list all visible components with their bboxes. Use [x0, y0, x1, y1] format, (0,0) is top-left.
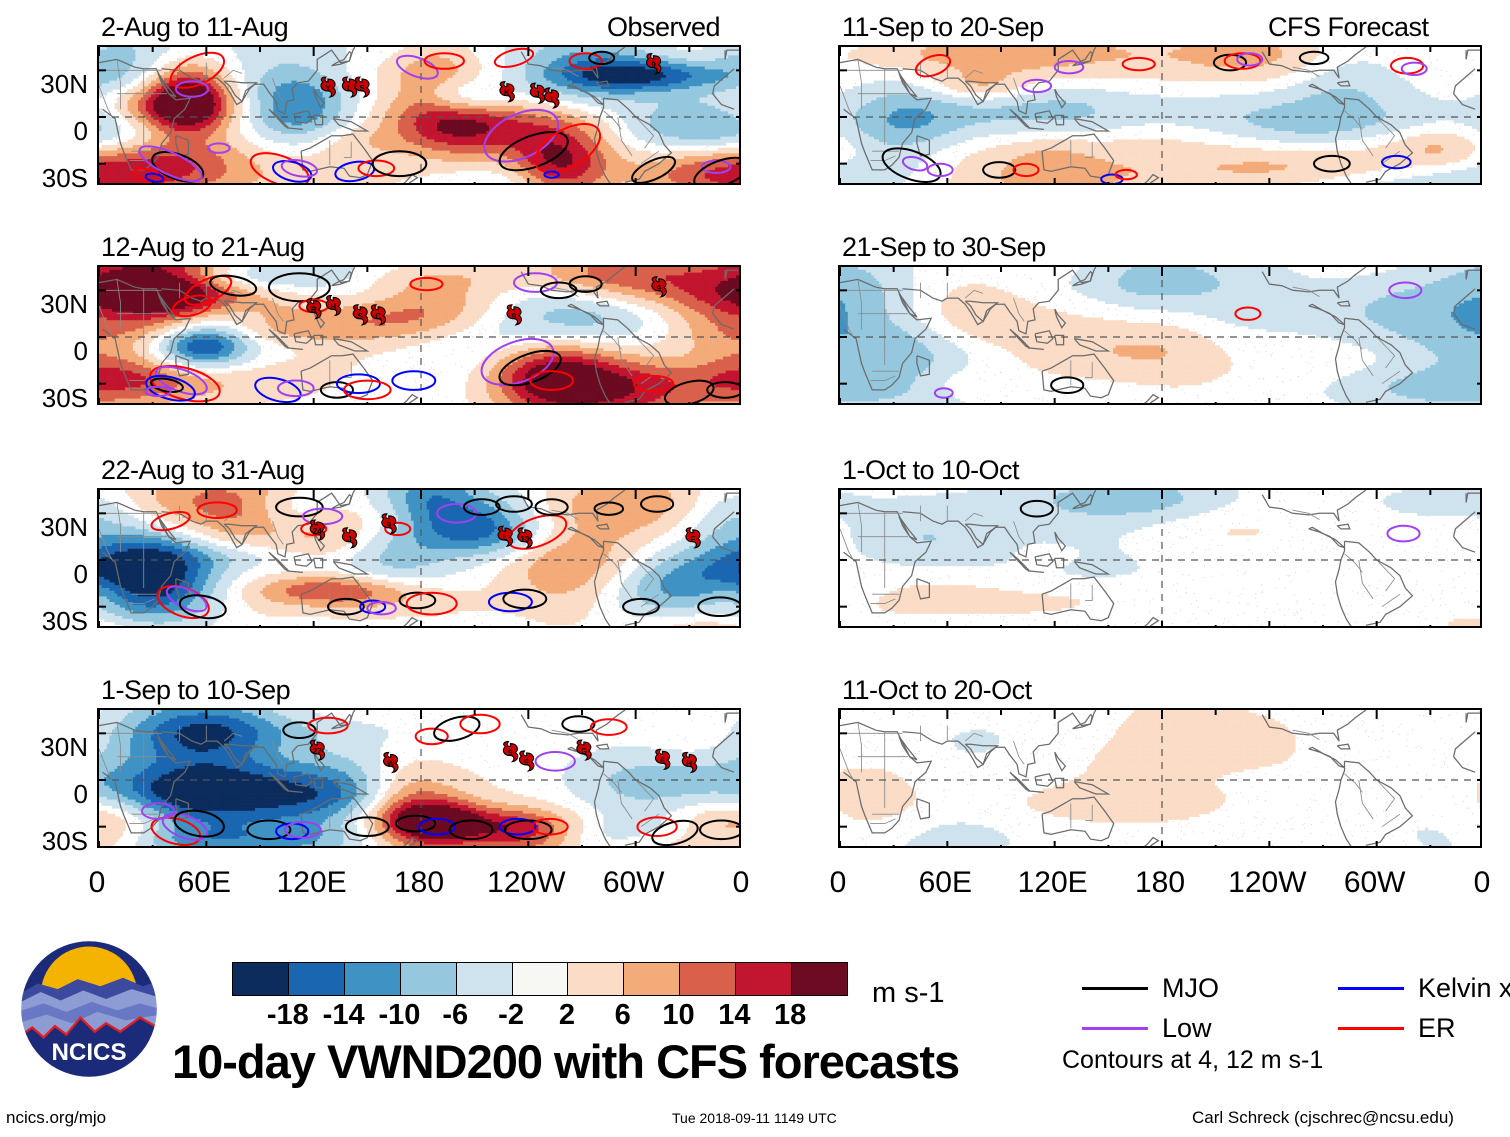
colorbar-tick: -10: [369, 999, 429, 1032]
colorbar-tick: 14: [704, 999, 764, 1032]
colorbar-swatch-9: [736, 963, 792, 995]
legend-line-low: [1082, 1027, 1148, 1030]
colorbar-swatch-10: [792, 963, 847, 995]
footer-left[interactable]: ncics.org/mjo: [6, 1108, 106, 1128]
x-tick-label: 180: [1100, 866, 1220, 900]
column-header-forecast: CFS Forecast: [1268, 12, 1429, 43]
y-tick-label: 0: [0, 559, 88, 590]
x-tick-label: 120W: [466, 866, 586, 900]
contour-note: Contours at 4, 12 m s-1: [1062, 1046, 1323, 1075]
x-tick-label: 180: [359, 866, 479, 900]
y-tick-label: 30N: [0, 289, 88, 320]
y-tick-label: 0: [0, 779, 88, 810]
colorbar-swatch-5: [513, 963, 569, 995]
x-tick-label: 0: [778, 866, 898, 900]
column-header-observed: Observed: [607, 12, 720, 43]
panel-title-fcst-1: 11-Sep to 20-Sep: [842, 12, 1044, 43]
panel-title-fcst-3: 1-Oct to 10-Oct: [842, 455, 1019, 486]
colorbar: [232, 962, 848, 996]
y-tick-label: 30S: [0, 826, 88, 857]
colorbar-tick: -6: [425, 999, 485, 1032]
panel-title-obs-4: 1-Sep to 10-Sep: [101, 675, 290, 706]
map-panel-obs-4[interactable]: 27 W 9 9 G 6 H: [97, 708, 741, 848]
y-tick-label: 30N: [0, 69, 88, 100]
legend-line-mjo: [1082, 987, 1148, 990]
panel-title-fcst-4: 11-Oct to 20-Oct: [842, 675, 1032, 706]
colorbar-tick: -2: [481, 999, 541, 1032]
colorbar-tick: -18: [258, 999, 318, 1032]
colorbar-swatch-2: [345, 963, 401, 995]
legend-line-kelvin-x2: [1338, 987, 1404, 990]
panel-title-fcst-2: 21-Sep to 30-Sep: [842, 232, 1046, 263]
logo-text: NCICS: [51, 1039, 126, 1066]
colorbar-swatch-7: [624, 963, 680, 995]
map-panel-fcst-4[interactable]: [838, 708, 1482, 848]
x-tick-label: 120E: [993, 866, 1113, 900]
colorbar-tick: 2: [537, 999, 597, 1032]
colorbar-swatch-4: [457, 963, 513, 995]
map-panel-fcst-3[interactable]: [838, 488, 1482, 628]
legend-label-er: ER: [1418, 1013, 1456, 1044]
map-panel-fcst-1[interactable]: [838, 45, 1482, 185]
legend-label-mjo: MJO: [1162, 973, 1219, 1004]
colorbar-tick: 10: [649, 999, 709, 1032]
map-panel-fcst-2[interactable]: [838, 265, 1482, 405]
y-tick-label: 30N: [0, 512, 88, 543]
colorbar-tick: -14: [314, 999, 374, 1032]
y-tick-label: 30N: [0, 732, 88, 763]
x-tick-label: 120W: [1207, 866, 1327, 900]
y-tick-label: 0: [0, 336, 88, 367]
colorbar-swatch-6: [568, 963, 624, 995]
ncics-logo: NCICS: [18, 938, 160, 1080]
footer-center: Tue 2018-09-11 1149 UTC: [672, 1110, 837, 1126]
legend-line-er: [1338, 1027, 1404, 1030]
x-tick-label: 60E: [885, 866, 1005, 900]
colorbar-swatch-8: [680, 963, 736, 995]
y-tick-label: 30S: [0, 383, 88, 414]
colorbar-swatch-3: [401, 963, 457, 995]
footer-right: Carl Schreck (cjschrec@ncsu.edu): [1192, 1108, 1454, 1128]
x-tick-label: 60W: [574, 866, 694, 900]
main-title: 10-day VWND200 with CFS forecasts: [172, 1034, 959, 1089]
colorbar-tick: 18: [760, 999, 820, 1032]
panel-title-obs-1: 2-Aug to 11-Aug: [101, 12, 288, 43]
colorbar-tick: 6: [593, 999, 653, 1032]
y-tick-label: 30S: [0, 163, 88, 194]
x-tick-label: 60W: [1315, 866, 1435, 900]
legend-label-low: Low: [1162, 1013, 1212, 1044]
colorbar-swatch-0: [233, 963, 289, 995]
x-tick-label: 0: [1422, 866, 1510, 900]
x-tick-label: 60E: [144, 866, 264, 900]
panel-title-obs-3: 22-Aug to 31-Aug: [101, 455, 305, 486]
y-tick-label: 30S: [0, 606, 88, 637]
colorbar-units: m s-1: [872, 977, 945, 1010]
x-tick-label: 0: [37, 866, 157, 900]
legend-label-kelvin-x2: Kelvin x2: [1418, 973, 1510, 1004]
y-tick-label: 0: [0, 116, 88, 147]
map-panel-obs-3[interactable]: 24 J 9 L 10 F: [97, 488, 741, 628]
x-tick-label: 120E: [252, 866, 372, 900]
panel-title-obs-2: 12-Aug to 21-Aug: [101, 232, 305, 263]
colorbar-swatch-1: [289, 963, 345, 995]
